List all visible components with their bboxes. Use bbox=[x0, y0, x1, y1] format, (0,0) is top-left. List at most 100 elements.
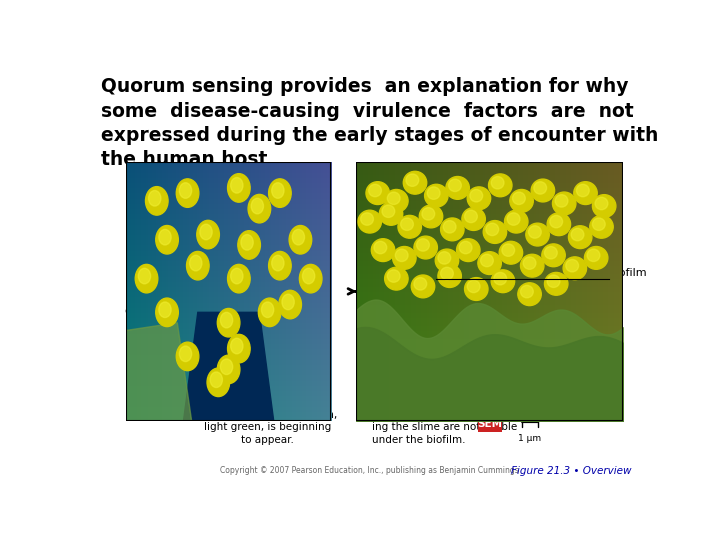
Circle shape bbox=[456, 239, 480, 261]
Circle shape bbox=[502, 244, 515, 256]
Circle shape bbox=[544, 246, 557, 259]
Circle shape bbox=[179, 346, 192, 362]
Circle shape bbox=[197, 220, 220, 249]
Circle shape bbox=[436, 249, 459, 272]
Circle shape bbox=[441, 267, 454, 280]
Circle shape bbox=[534, 181, 546, 194]
Circle shape bbox=[550, 215, 562, 228]
Circle shape bbox=[459, 241, 472, 254]
Circle shape bbox=[156, 226, 179, 254]
Circle shape bbox=[387, 270, 400, 282]
Circle shape bbox=[374, 241, 387, 254]
Circle shape bbox=[494, 272, 507, 285]
Text: (b) Most of the
bacteria produc-
ing the slime are not visible
under the biofilm: (b) Most of the bacteria produc- ing the… bbox=[372, 397, 517, 444]
Circle shape bbox=[220, 359, 233, 375]
Circle shape bbox=[438, 252, 451, 264]
Circle shape bbox=[230, 178, 243, 193]
Circle shape bbox=[210, 372, 222, 388]
Circle shape bbox=[271, 255, 284, 271]
Circle shape bbox=[486, 223, 499, 235]
Circle shape bbox=[414, 236, 437, 259]
Polygon shape bbox=[184, 312, 274, 421]
Circle shape bbox=[382, 205, 395, 218]
Circle shape bbox=[531, 179, 554, 202]
Circle shape bbox=[446, 177, 469, 199]
Circle shape bbox=[186, 252, 209, 280]
Circle shape bbox=[384, 190, 408, 212]
Circle shape bbox=[547, 213, 570, 235]
Circle shape bbox=[179, 183, 192, 198]
Circle shape bbox=[395, 249, 408, 261]
Circle shape bbox=[438, 265, 462, 287]
Circle shape bbox=[230, 338, 243, 354]
Circle shape bbox=[563, 257, 587, 280]
Circle shape bbox=[292, 230, 305, 245]
Text: 1 μm: 1 μm bbox=[518, 434, 541, 443]
Circle shape bbox=[361, 213, 374, 225]
Circle shape bbox=[258, 298, 281, 327]
Circle shape bbox=[411, 275, 435, 298]
Circle shape bbox=[483, 220, 507, 244]
Circle shape bbox=[585, 246, 608, 269]
Circle shape bbox=[419, 205, 443, 228]
Circle shape bbox=[217, 308, 240, 337]
Circle shape bbox=[366, 181, 390, 205]
Circle shape bbox=[489, 174, 512, 197]
Circle shape bbox=[392, 246, 416, 269]
Circle shape bbox=[159, 302, 171, 318]
Circle shape bbox=[269, 252, 291, 280]
Circle shape bbox=[282, 294, 294, 310]
Circle shape bbox=[491, 270, 515, 293]
Circle shape bbox=[521, 285, 534, 298]
Circle shape bbox=[480, 254, 493, 267]
Circle shape bbox=[499, 241, 523, 264]
Circle shape bbox=[544, 272, 568, 295]
Circle shape bbox=[261, 302, 274, 318]
Circle shape bbox=[271, 183, 284, 198]
Circle shape bbox=[417, 239, 429, 251]
Circle shape bbox=[552, 192, 576, 215]
Text: Surface
of catheter: Surface of catheter bbox=[125, 294, 182, 316]
Circle shape bbox=[269, 179, 291, 207]
Circle shape bbox=[590, 215, 613, 238]
Circle shape bbox=[248, 194, 271, 223]
Circle shape bbox=[384, 267, 408, 290]
Circle shape bbox=[406, 174, 419, 186]
Circle shape bbox=[595, 197, 608, 210]
Circle shape bbox=[467, 280, 480, 293]
Circle shape bbox=[241, 234, 253, 250]
Circle shape bbox=[238, 231, 261, 259]
Circle shape bbox=[555, 194, 568, 207]
Circle shape bbox=[148, 191, 161, 206]
Circle shape bbox=[478, 252, 501, 274]
Circle shape bbox=[302, 268, 315, 284]
Circle shape bbox=[464, 278, 488, 300]
Circle shape bbox=[414, 278, 427, 290]
Circle shape bbox=[228, 265, 250, 293]
Circle shape bbox=[176, 342, 199, 370]
Circle shape bbox=[449, 179, 462, 192]
Circle shape bbox=[470, 190, 482, 202]
Circle shape bbox=[135, 265, 158, 293]
Circle shape bbox=[467, 187, 490, 210]
FancyBboxPatch shape bbox=[478, 417, 503, 432]
Circle shape bbox=[400, 218, 413, 231]
Text: Figure 21.3 • Overview: Figure 21.3 • Overview bbox=[510, 467, 631, 476]
Circle shape bbox=[358, 210, 382, 233]
Circle shape bbox=[566, 259, 579, 272]
Circle shape bbox=[220, 312, 233, 328]
Circle shape bbox=[145, 187, 168, 215]
Text: SEM: SEM bbox=[477, 420, 503, 429]
Circle shape bbox=[518, 283, 541, 306]
Circle shape bbox=[593, 218, 606, 231]
Circle shape bbox=[372, 239, 395, 261]
Circle shape bbox=[251, 198, 264, 214]
Circle shape bbox=[569, 226, 592, 248]
Circle shape bbox=[138, 268, 150, 284]
Circle shape bbox=[176, 179, 199, 207]
Polygon shape bbox=[126, 323, 192, 421]
Circle shape bbox=[513, 192, 526, 205]
Circle shape bbox=[230, 268, 243, 284]
Circle shape bbox=[462, 207, 485, 231]
Circle shape bbox=[398, 215, 421, 238]
